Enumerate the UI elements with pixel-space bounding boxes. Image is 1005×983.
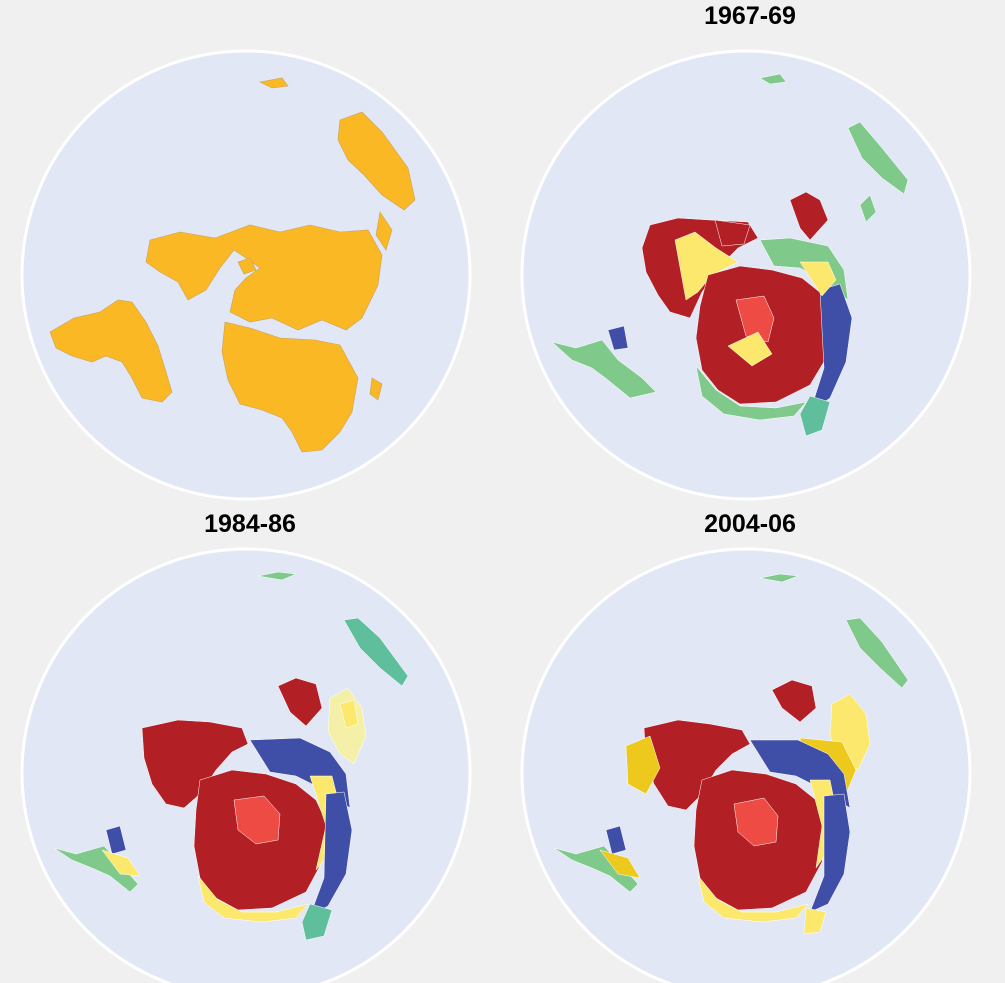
region-north-red <box>789 191 829 241</box>
panel-title: 2004-06 <box>704 510 796 538</box>
ocean-disc <box>20 49 472 501</box>
region-pacific-yellow <box>674 231 739 301</box>
land-island <box>237 257 257 275</box>
region-island-chain <box>859 194 877 223</box>
region-west-blue <box>605 825 627 855</box>
panel-base-map <box>10 0 490 505</box>
region-southeast-yellow <box>803 907 827 935</box>
cartogram-1967-69 <box>520 49 972 501</box>
landmasses <box>49 77 416 453</box>
region-east-blue <box>309 791 353 917</box>
region-east-asia-strip <box>343 617 409 687</box>
region-south-america-green <box>53 845 139 893</box>
region-south-america-green <box>553 845 639 893</box>
region-core-yellow <box>727 331 773 367</box>
region-americas <box>141 719 249 809</box>
region-southern-arc <box>197 875 309 923</box>
region-east-blue <box>809 283 853 413</box>
land-japan <box>375 211 393 251</box>
region-east-yellow <box>339 699 359 729</box>
region-east-blue <box>809 793 851 913</box>
panel-1984-86: 1984-86 <box>10 508 490 983</box>
land-south-america <box>49 299 173 403</box>
region-north-red <box>277 677 323 727</box>
region-core-light-red <box>733 797 779 847</box>
region-americas <box>643 719 751 811</box>
panel-title: 1967-69 <box>704 2 796 30</box>
region-southeast-teal <box>301 903 333 941</box>
land-east-asia <box>337 111 416 211</box>
region-west-blue <box>105 825 127 855</box>
region-east-asia-strip <box>845 617 909 689</box>
cartogram-1984-86 <box>20 547 472 983</box>
region-arctic-island <box>759 573 799 583</box>
region-south-america-yellow <box>101 849 141 877</box>
panel-2004-06: 2004-06 <box>510 508 990 983</box>
panel-title: 1984-86 <box>204 510 296 538</box>
land-arctic-island <box>259 77 289 89</box>
region-west-blue <box>607 325 629 351</box>
region-southern-arc <box>697 875 809 923</box>
region-south-america-green <box>551 339 657 399</box>
region-southeast-teal <box>799 395 831 437</box>
land-africa <box>221 321 359 453</box>
region-north-america-tip <box>714 219 751 247</box>
region-east-yellow <box>799 261 837 297</box>
region-north-red <box>771 679 817 723</box>
region-south-america-gold <box>599 849 641 879</box>
base-world-map <box>20 49 472 501</box>
region-southern-arc <box>695 365 807 421</box>
region-core-light-red <box>735 295 775 343</box>
land-madagascar <box>369 377 383 401</box>
cartogram-2004-06 <box>520 547 972 983</box>
region-arctic-island <box>759 73 787 85</box>
region-east-asia-strip <box>847 121 909 195</box>
region-core-light-red <box>233 795 281 845</box>
region-arctic-island <box>257 571 297 581</box>
panel-1967-69: 1967-69 <box>510 0 990 505</box>
land-eurasia <box>145 224 383 331</box>
region-pacific-gold <box>625 735 661 795</box>
